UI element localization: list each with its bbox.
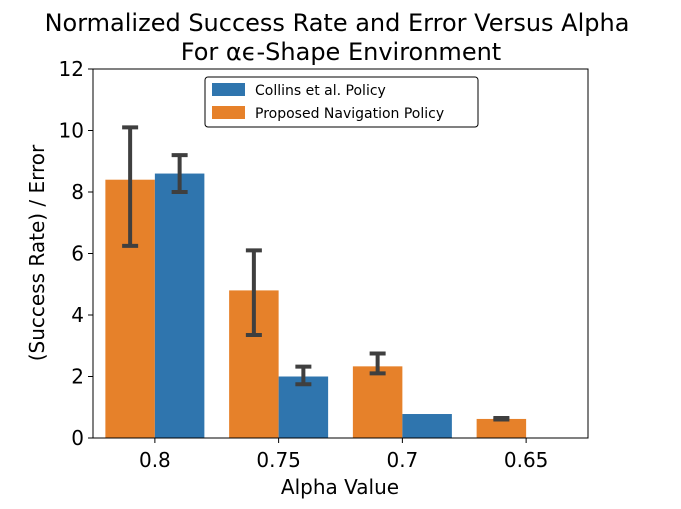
- chart-title-line-1: Normalized Success Rate and Error Versus…: [45, 9, 630, 37]
- y-tick-label: 6: [71, 242, 84, 266]
- x-tick-label: 0.65: [504, 448, 549, 472]
- legend-swatch-proposed: [212, 106, 245, 119]
- x-axis: 0.8 0.75 0.7 0.65: [139, 438, 548, 472]
- bar: [352, 366, 403, 438]
- bar: [476, 418, 527, 438]
- x-tick-label: 0.7: [386, 448, 418, 472]
- chart-title-line-2: For αϵ-Shape Environment: [181, 38, 501, 66]
- y-tick-label: 2: [71, 365, 84, 389]
- legend-box: [204, 76, 479, 128]
- x-tick-label: 0.8: [139, 448, 171, 472]
- y-axis-label: (Success Rate) / Error: [25, 144, 49, 361]
- y-tick-label: 10: [59, 119, 84, 143]
- legend: Collins et al. Policy Proposed Navigatio…: [204, 76, 479, 128]
- y-tick-label: 0: [71, 426, 84, 450]
- error-bars-layer: [122, 125, 510, 422]
- legend-label-collins: Collins et al. Policy: [255, 83, 386, 99]
- y-tick-label: 12: [59, 57, 84, 81]
- y-axis: 0 2 4 6 8 10 12: [59, 57, 93, 450]
- y-tick-label: 4: [71, 303, 84, 327]
- legend-label-proposed: Proposed Navigation Policy: [255, 106, 444, 122]
- x-tick-label: 0.75: [256, 448, 301, 472]
- bar: [154, 173, 205, 439]
- y-tick-label: 8: [71, 180, 84, 204]
- bars-layer: [105, 173, 527, 439]
- bar: [402, 414, 452, 438]
- legend-swatch-collins: [212, 83, 245, 96]
- x-axis-label: Alpha Value: [281, 475, 399, 499]
- bar: [278, 376, 329, 438]
